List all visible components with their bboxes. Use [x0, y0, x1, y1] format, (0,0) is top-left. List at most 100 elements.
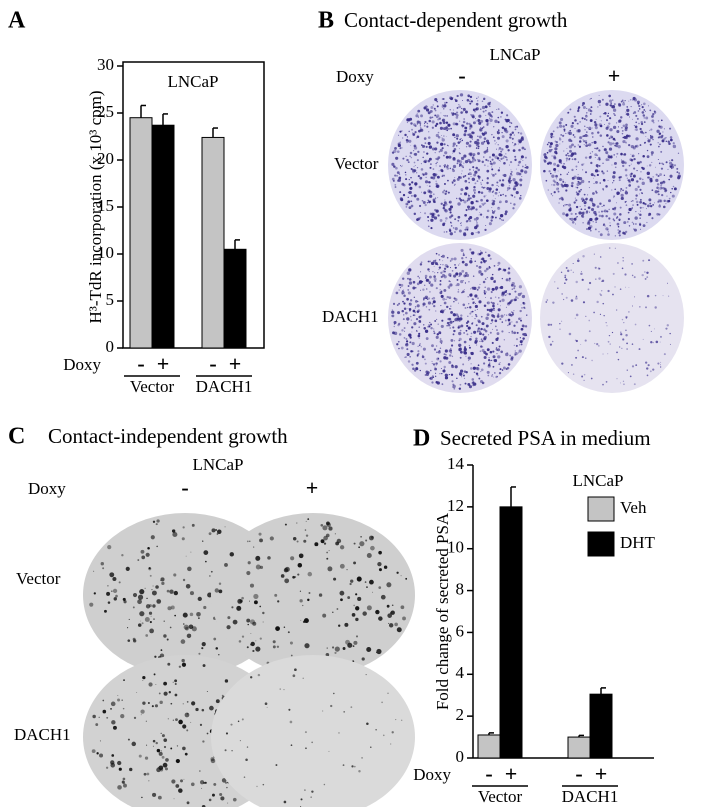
colony [589, 109, 593, 113]
colony [163, 620, 165, 622]
colony [509, 172, 512, 175]
colony [395, 719, 397, 721]
colony [638, 122, 640, 125]
colony [462, 111, 464, 113]
colony [203, 605, 207, 610]
colony [495, 289, 498, 291]
colony [483, 355, 487, 360]
colony [615, 122, 618, 124]
colony [249, 583, 255, 588]
colony [499, 268, 502, 270]
colony [110, 707, 112, 710]
colony [619, 206, 622, 209]
colony [255, 564, 261, 570]
colony [585, 144, 589, 147]
colony [584, 339, 587, 342]
colony [608, 199, 611, 203]
colony [473, 301, 475, 303]
colony [477, 231, 480, 234]
colony [561, 141, 564, 143]
culture-plate [388, 243, 532, 393]
colony [510, 202, 512, 204]
colony [417, 150, 419, 152]
colony [570, 184, 574, 188]
colony [486, 187, 490, 191]
colony [516, 181, 518, 184]
colony [514, 290, 517, 293]
colony [642, 224, 646, 228]
colony [590, 230, 592, 232]
colony [587, 135, 589, 137]
colony [612, 171, 616, 175]
colony [494, 325, 497, 328]
colony [185, 626, 189, 631]
colony [424, 180, 429, 184]
colony [441, 138, 445, 142]
colony [393, 320, 397, 325]
colony [459, 275, 461, 277]
colony [504, 319, 507, 322]
colony [210, 758, 216, 764]
colony [442, 174, 445, 177]
colony [239, 740, 241, 742]
colony [154, 704, 158, 708]
colony [485, 215, 489, 219]
colony [453, 109, 455, 111]
colony [426, 125, 429, 128]
colony [504, 194, 507, 197]
colony [461, 107, 463, 110]
colony [665, 140, 668, 143]
colony [214, 588, 219, 593]
colony [596, 217, 599, 220]
colony [229, 552, 235, 557]
colony [582, 101, 585, 105]
colony [622, 164, 625, 168]
colony [425, 337, 429, 340]
colony [246, 540, 249, 543]
colony [452, 169, 455, 173]
colony [163, 691, 168, 696]
colony [407, 360, 411, 363]
colony [435, 362, 438, 365]
colony [520, 169, 524, 173]
colony [452, 145, 455, 148]
colony [433, 275, 436, 278]
colony [172, 532, 178, 538]
colony [302, 604, 304, 607]
colony [656, 129, 660, 133]
colony [505, 139, 509, 143]
colony [333, 692, 335, 695]
colony [589, 113, 592, 115]
colony [475, 314, 477, 316]
colony [442, 369, 446, 373]
colony [470, 201, 474, 205]
colony [408, 307, 412, 311]
colony [445, 220, 447, 222]
colony [612, 108, 617, 112]
colony [459, 329, 462, 332]
colony [191, 523, 195, 527]
colony [491, 133, 493, 136]
colony [594, 157, 596, 158]
colony [486, 313, 490, 317]
colony [245, 758, 248, 762]
colony [479, 127, 481, 129]
colony [508, 277, 511, 280]
colony [303, 539, 307, 543]
colony [406, 158, 409, 162]
colony [395, 291, 399, 295]
colony [369, 579, 374, 585]
colony [175, 758, 180, 764]
colony [440, 202, 443, 205]
colony [628, 184, 632, 187]
colony [474, 340, 478, 344]
colony [646, 165, 648, 167]
colony [602, 383, 604, 386]
colony [202, 664, 206, 668]
colony [232, 619, 238, 625]
colony [407, 288, 410, 291]
colony [615, 142, 619, 145]
colony [505, 306, 508, 308]
colony [564, 274, 567, 277]
colony [501, 291, 505, 295]
